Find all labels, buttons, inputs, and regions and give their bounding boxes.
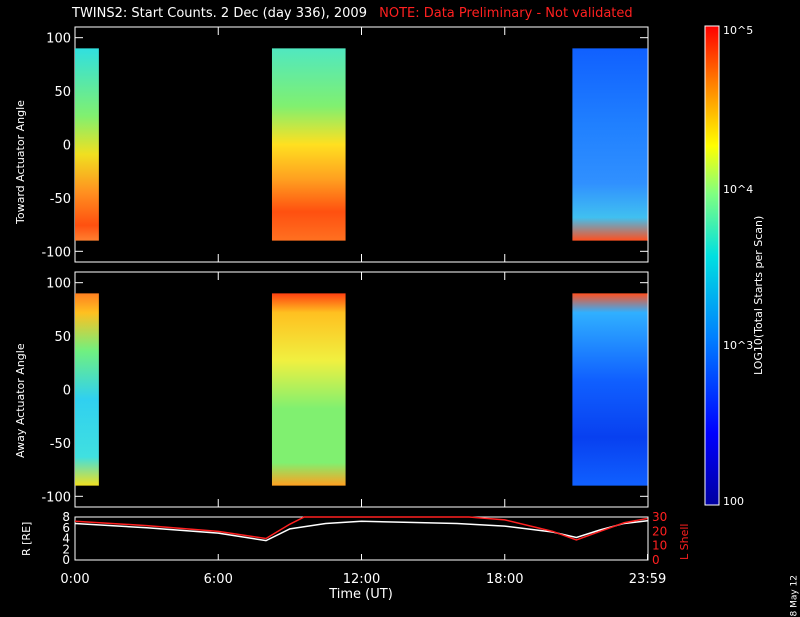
series-line-r [74, 520, 648, 542]
y-tick-label: -100 [41, 490, 71, 505]
right-y-tick-label: 20 [652, 524, 667, 538]
colorbar-label: LOG10(Total Starts per Scan) [752, 215, 765, 375]
x-axis-label: Time (UT) [328, 587, 393, 600]
right-y-tick-label: 0 [652, 553, 660, 567]
left-y-tick-label: 8 [62, 510, 70, 524]
series-line-l-shell [74, 516, 648, 541]
colorbar [704, 25, 720, 506]
colorbar-tick-label: 10^3 [723, 339, 753, 352]
date-stamp: 8 May 12 [790, 575, 800, 617]
right-y-tick-label: 10 [652, 539, 667, 553]
left-y-tick-label: 2 [62, 542, 70, 556]
panel-frame [74, 26, 649, 263]
x-tick-label: 18:00 [486, 572, 523, 587]
chart-title: TWINS2: Start Counts. 2 Dec (day 336), 2… [72, 6, 633, 21]
heatmap-block [271, 48, 346, 241]
l-shell-axis-label: L Shell [678, 524, 691, 560]
heatmap-block [572, 293, 648, 486]
y-tick-label: -50 [50, 192, 71, 207]
panel-frame [74, 271, 649, 508]
y-tick-label: -100 [41, 245, 71, 260]
top-panel-ylabel: Toward Actuator Angle [14, 100, 27, 224]
y-tick-label: 50 [54, 330, 71, 345]
y-tick-label: 100 [46, 32, 71, 47]
heatmap-block [75, 48, 99, 241]
right-y-tick-label: 30 [652, 510, 667, 524]
preliminary-note: NOTE: Data Preliminary - Not validated [379, 6, 633, 21]
x-tick-label: 12:00 [343, 572, 380, 587]
x-tick-label: 6:00 [204, 572, 233, 587]
y-tick-label: -50 [50, 437, 71, 452]
y-tick-label: 0 [63, 384, 71, 399]
heatmap-block [271, 293, 346, 486]
heatmap-block [572, 48, 648, 241]
left-y-tick-label: 6 [62, 521, 70, 535]
y-tick-label: 50 [54, 85, 71, 100]
y-tick-label: 100 [46, 277, 71, 292]
figure-canvas: 100500-50-100100500-50-1008642030201000:… [20, 24, 753, 600]
left-y-tick-label: 0 [62, 553, 70, 567]
colorbar-tick-label: 100 [723, 495, 744, 508]
heatmap-block [75, 293, 99, 486]
x-tick-label: 0:00 [60, 572, 89, 587]
line-panel-frame [74, 516, 649, 561]
left-y-tick-label: 4 [62, 532, 70, 546]
r-axis-label: R [RE] [20, 522, 33, 556]
x-tick-label: 23:59 [629, 572, 666, 587]
colorbar-tick-label: 10^4 [723, 183, 753, 196]
y-tick-label: 0 [63, 139, 71, 154]
middle-panel-ylabel: Away Actuator Angle [14, 343, 27, 458]
title-text: TWINS2: Start Counts. 2 Dec (day 336), 2… [72, 6, 367, 21]
colorbar-tick-label: 10^5 [723, 24, 753, 37]
